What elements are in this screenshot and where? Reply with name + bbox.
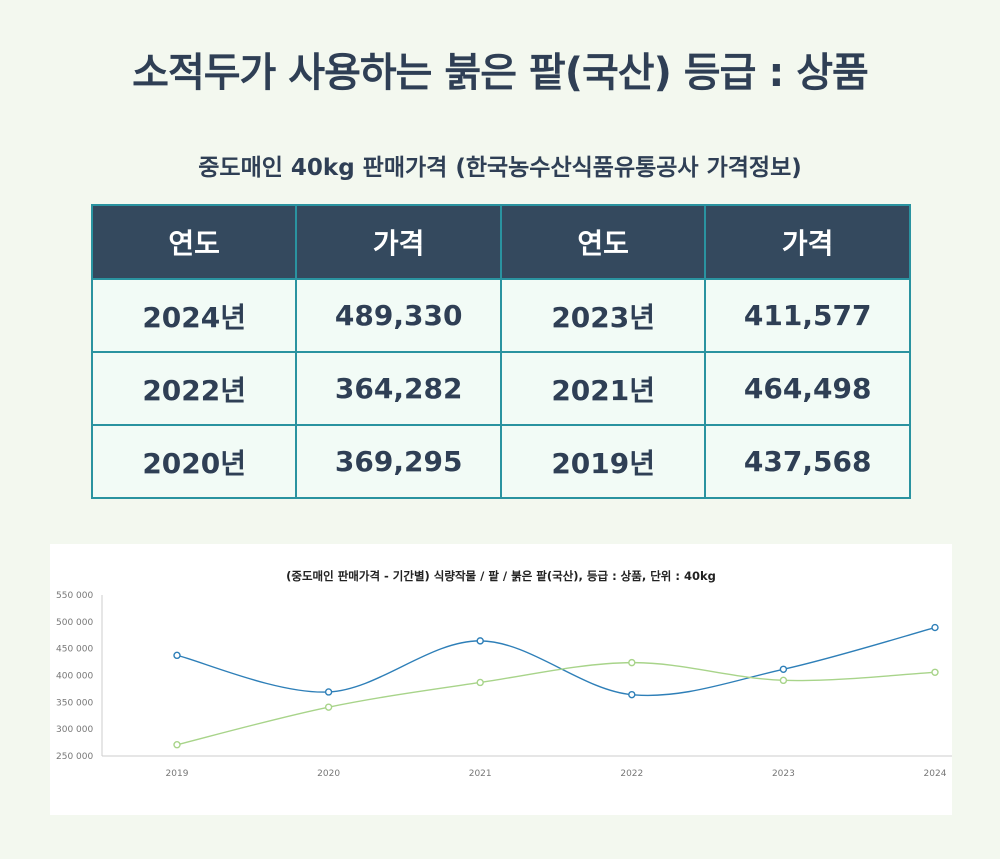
year-cell: 2021년 (499, 351, 707, 426)
page-title: 소적두가 사용하는 붉은 팥(국산) 등급 : 상품 (132, 50, 869, 96)
header-price-2: 가격 (704, 204, 911, 280)
price-cell: 437,568 (704, 424, 911, 499)
price-cell: 411,577 (704, 278, 911, 353)
x-tick-label: 2024 (924, 769, 947, 779)
price-cell: 464,498 (704, 351, 911, 426)
x-tick-label: 2022 (620, 769, 643, 779)
data-point (324, 703, 333, 711)
data-point (628, 690, 636, 699)
year-cell: 2019년 (499, 424, 707, 499)
year-cell: 2022년 (90, 351, 298, 426)
table-row: 2022년 364,282 2021년 464,498 (90, 351, 911, 426)
data-point (173, 741, 181, 749)
chart-panel: (중도매인 판매가격 - 기간별) 식량작물 / 팥 / 붉은 팥(국산), 등… (50, 544, 952, 815)
series-line-0 (176, 626, 936, 697)
line-chart: (중도매인 판매가격 - 기간별) 식량작물 / 팥 / 붉은 팥(국산), 등… (56, 569, 952, 779)
header-year-1: 연도 (90, 204, 298, 280)
x-tick-label: 2023 (772, 769, 795, 779)
price-cell: 489,330 (295, 278, 502, 353)
data-point (931, 623, 939, 632)
year-cell: 2024년 (90, 278, 298, 353)
chart-title: (중도매인 판매가격 - 기간별) 식량작물 / 팥 / 붉은 팥(국산), 등… (286, 569, 716, 583)
table-header-row: 연도 가격 연도 가격 (90, 204, 911, 280)
series-line-1 (176, 661, 936, 746)
y-tick-label: 300 000 (56, 725, 93, 735)
table-row: 2020년 369,295 2019년 437,568 (90, 424, 911, 499)
price-cell: 364,282 (295, 351, 502, 426)
x-tick-label: 2019 (166, 769, 189, 779)
header-year-2: 연도 (499, 204, 707, 280)
data-point (779, 665, 788, 673)
year-cell: 2023년 (499, 278, 707, 353)
y-tick-label: 550 000 (56, 591, 93, 601)
y-tick-label: 400 000 (56, 672, 93, 682)
data-point (173, 651, 181, 660)
year-cell: 2020년 (90, 424, 298, 499)
header-price-1: 가격 (295, 204, 502, 280)
price-table: 연도 가격 연도 가격 2024년 489,330 2023년 411,577 … (90, 204, 911, 499)
data-point (476, 678, 484, 687)
y-tick-label: 450 000 (56, 645, 93, 655)
data-point (931, 668, 939, 676)
price-cell: 369,295 (295, 424, 502, 499)
data-point (476, 637, 484, 645)
y-tick-label: 250 000 (56, 752, 93, 762)
data-point (628, 658, 636, 667)
x-tick-label: 2020 (317, 769, 340, 779)
page-subtitle: 중도매인 40kg 판매가격 (한국농수산식품유통공사 가격정보) (198, 155, 802, 181)
x-tick-label: 2021 (469, 769, 492, 779)
y-tick-label: 500 000 (56, 618, 93, 628)
table-row: 2024년 489,330 2023년 411,577 (90, 278, 911, 353)
y-tick-label: 350 000 (56, 698, 93, 708)
data-point (779, 676, 788, 685)
data-point (324, 688, 333, 696)
